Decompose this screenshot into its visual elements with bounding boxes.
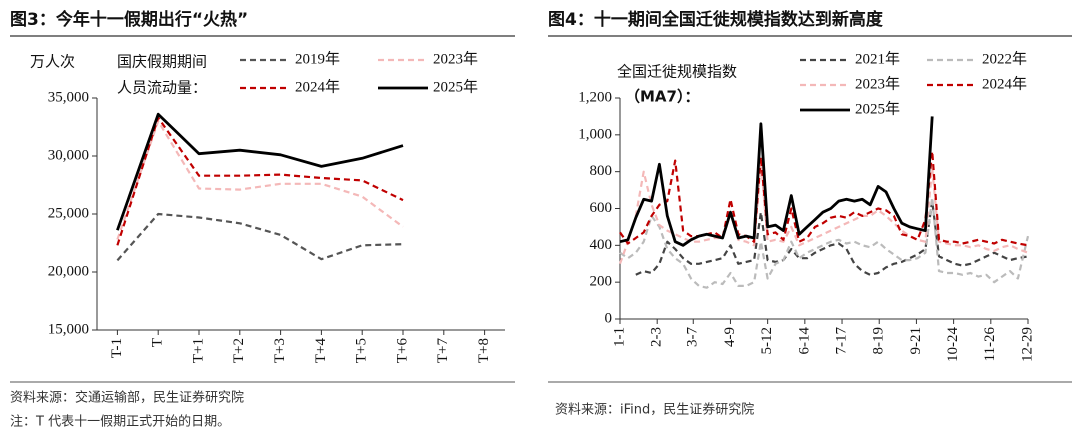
- x-tick-label: T+4: [313, 338, 329, 364]
- x-tick-label: T+2: [231, 338, 247, 363]
- y-tick-label: 20,000: [48, 263, 89, 279]
- annotation: （MA7）：: [625, 88, 699, 106]
- x-tick-label: 2-3: [649, 327, 665, 347]
- legend-label: 2024年: [982, 75, 1027, 92]
- chart-title: 图3：今年十一假期出行“火热”: [10, 9, 248, 30]
- y-tick-label: 30,000: [48, 147, 89, 163]
- x-tick-label: 4-9: [722, 327, 738, 347]
- legend-label: 2022年: [982, 50, 1027, 67]
- x-tick-label: 12-29: [1019, 327, 1035, 362]
- x-tick-label: 8-19: [871, 327, 887, 355]
- legend-label: 2024年: [295, 78, 340, 95]
- y-tick-label: 400: [590, 237, 613, 253]
- legend-label: 2023年: [433, 50, 478, 67]
- legend-label: 2023年: [855, 75, 900, 92]
- chart-title: 图4：十一期间全国迁徙规模指数达到新高度: [548, 9, 884, 30]
- x-tick-label: 3-7: [685, 327, 701, 347]
- series-line: [116, 212, 404, 262]
- note: 注：T 代表十一假期正式开始的日期。: [10, 414, 230, 430]
- x-tick-label: 10-24: [945, 327, 961, 362]
- x-tick-label: T+5: [354, 338, 370, 363]
- x-tick-label: 1-1: [611, 327, 627, 347]
- x-tick-label: 5-12: [759, 327, 775, 355]
- x-tick-label: 9-21: [908, 327, 924, 355]
- x-tick-label: T+7: [435, 338, 451, 364]
- series-line: [635, 200, 1029, 276]
- x-tick-label: T+8: [476, 338, 492, 363]
- annotation: 全国迁徙规模指数: [617, 63, 737, 81]
- annotation: 国庆假期期间: [117, 53, 207, 71]
- y-tick-label: 15,000: [48, 321, 89, 337]
- y-axis-label: 万人次: [30, 53, 75, 71]
- series-line: [619, 116, 934, 247]
- source: 资料来源：iFind，民生证券研究院: [555, 402, 754, 418]
- source: 资料来源：交通运输部，民生证券研究院: [10, 390, 244, 406]
- x-tick-label: T+6: [394, 338, 410, 364]
- y-tick-label: 0: [605, 310, 613, 326]
- series-line: [116, 112, 404, 231]
- legend-label: 2025年: [433, 78, 478, 95]
- series-line: [116, 116, 404, 246]
- x-tick-label: 7-17: [833, 327, 849, 355]
- y-tick-label: 25,000: [48, 205, 89, 221]
- y-tick-label: 35,000: [48, 89, 89, 105]
- series-line: [619, 196, 1030, 289]
- x-tick-label: T-1: [109, 338, 125, 358]
- y-tick-label: 600: [590, 200, 613, 216]
- legend-label: 2025年: [855, 100, 900, 117]
- legend-label: 2019年: [295, 50, 340, 67]
- x-tick-label: T+3: [272, 338, 288, 363]
- x-tick-label: T+1: [190, 338, 206, 363]
- y-tick-label: 200: [590, 274, 613, 290]
- y-tick-label: 1,200: [578, 89, 612, 105]
- series-line: [116, 120, 404, 240]
- y-tick-label: 800: [590, 163, 613, 179]
- y-tick-label: 1,000: [578, 126, 612, 142]
- x-tick-label: T: [150, 338, 166, 347]
- x-tick-label: 6-14: [796, 327, 812, 355]
- series-line: [619, 150, 1029, 247]
- legend-label: 2021年: [855, 50, 900, 67]
- x-tick-label: 11-26: [982, 327, 998, 362]
- annotation: 人员流动量：: [117, 79, 207, 97]
